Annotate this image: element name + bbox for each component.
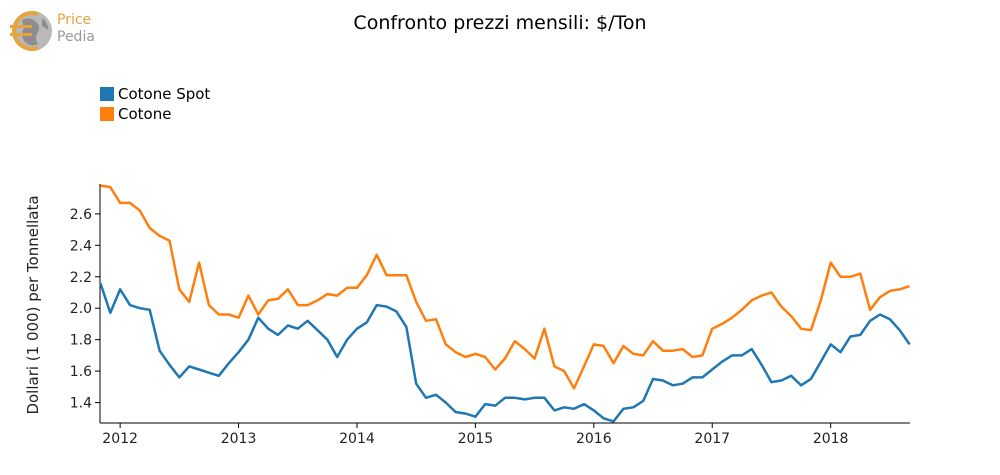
series-line-1 (100, 184, 910, 390)
x-tick-label: 2018 (813, 431, 849, 447)
legend-swatch-spot (100, 87, 114, 101)
logo-globe-icon (10, 11, 52, 51)
chart-legend: Cotone Spot Cotone (100, 84, 210, 124)
chart-axes: 1.4 1.6 1.8 2.0 2.2 2.4 2.6 2012 2013 2014 2015 201… (70, 184, 910, 447)
y-tick-label: 1.6 (70, 364, 92, 380)
x-tick-label: 2012 (102, 431, 138, 447)
y-tick-label: 2.2 (70, 270, 92, 286)
legend-item-cotone[interactable]: Cotone (100, 104, 210, 124)
legend-label-cotone: Cotone (118, 105, 172, 123)
y-axis-label: Dollari (1 000) per Tonnellata (24, 195, 42, 414)
y-tick-label: 1.8 (70, 333, 92, 349)
x-tick-label: 2014 (339, 431, 375, 447)
x-tick-label: 2016 (576, 431, 612, 447)
legend-swatch-cotone (100, 107, 114, 121)
y-tick-label: 1.4 (70, 396, 92, 412)
pricepedia-logo: Price Pedia (8, 8, 118, 54)
chart-title: Confronto prezzi mensili: $/Ton (353, 12, 647, 34)
x-tick-label: 2015 (458, 431, 494, 447)
y-tick-label: 2.4 (70, 238, 92, 254)
x-tick-label: 2017 (694, 431, 730, 447)
x-tick-label: 2013 (221, 431, 257, 447)
legend-label-spot: Cotone Spot (118, 85, 211, 103)
legend-item-spot[interactable]: Cotone Spot (100, 84, 210, 104)
y-tick-label: 2.0 (70, 301, 92, 317)
series-line-0 (99, 282, 911, 423)
y-tick-label: 2.6 (70, 207, 92, 223)
chart-lines (99, 184, 911, 423)
logo-text-price: Price (57, 12, 92, 28)
logo-text-pedia: Pedia (57, 29, 95, 45)
